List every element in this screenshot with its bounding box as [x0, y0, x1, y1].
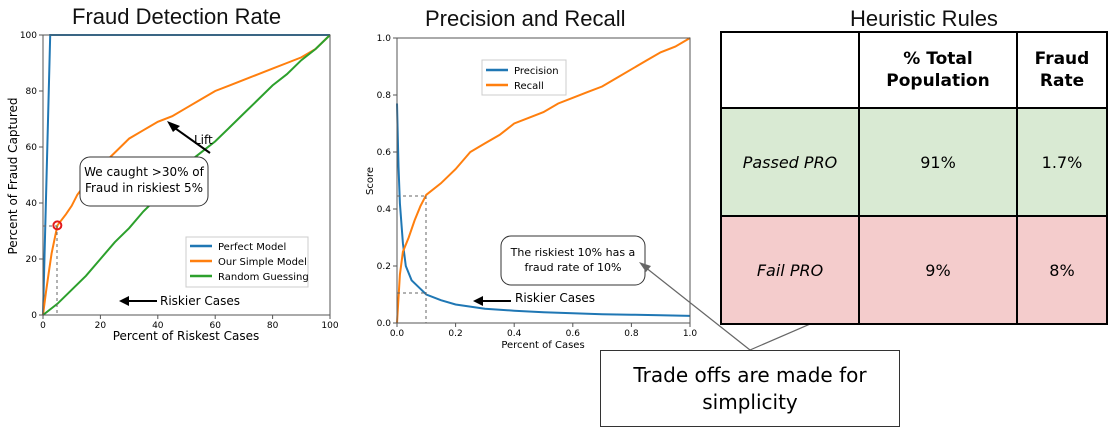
chart2-title: Precision and Recall — [425, 6, 626, 31]
lift-arrowhead — [167, 121, 180, 132]
y-tick-label: 1.0 — [377, 34, 392, 44]
chart2-annotation-line2: fraud rate of 10% — [525, 261, 622, 274]
chart1-marker — [52, 220, 63, 231]
heuristic-rules-table: % Total Population Fraud Rate Passed PRO… — [720, 31, 1108, 325]
table-header-fraud-rate-line2: Rate — [1039, 71, 1085, 91]
y-tick-label: 80 — [26, 87, 38, 97]
chart1-annotation-line2: Fraud in riskiest 5% — [85, 181, 203, 195]
x-tick-label: 80 — [267, 321, 279, 331]
y-tick-label: 0 — [31, 311, 37, 321]
chart1-legend: Perfect Model Our Simple Model Random Gues… — [185, 236, 309, 288]
x-tick-label: 100 — [321, 321, 338, 331]
fail-population: 9% — [858, 215, 1018, 325]
legend-label: Our Simple Model — [218, 257, 307, 268]
y-tick-label: 0.0 — [377, 319, 392, 329]
x-tick-label: 0.0 — [390, 329, 405, 339]
legend-label: Recall — [514, 81, 544, 92]
chart2-ylabel: Score — [365, 167, 376, 195]
chart2-riskier-arrowhead — [473, 296, 483, 306]
series-line-our-simple-model — [42, 34, 331, 316]
table-header-population: % Total Population — [858, 31, 1018, 109]
chart2-annotation-box — [500, 235, 646, 286]
chart1-riskier-label: Riskier Cases — [160, 294, 240, 308]
chart2-riskier-label: Riskier Cases — [515, 291, 595, 305]
y-tick-label: 20 — [26, 255, 38, 265]
y-tick-label: 0.4 — [377, 205, 392, 215]
chart2-annotation-line1: The riskiest 10% has a — [510, 246, 636, 259]
x-tick-label: 1.0 — [683, 329, 698, 339]
y-tick-label: 40 — [26, 199, 38, 209]
row-label-passed: Passed PRO — [720, 107, 860, 217]
legend-label: Precision — [514, 66, 559, 77]
table-title: Heuristic Rules — [850, 6, 998, 31]
y-tick-label: 0.2 — [377, 262, 391, 272]
legend-label: Perfect Model — [218, 242, 286, 253]
passed-population: 91% — [858, 107, 1018, 217]
x-tick-label: 60 — [209, 321, 221, 331]
table-header-fraud-rate-line1: Fraud — [1034, 49, 1090, 69]
series-line-recall — [396, 37, 691, 324]
chart1-annotation-line1: We caught >30% of — [84, 165, 205, 179]
x-tick-label: 20 — [95, 321, 107, 331]
chart2-xlabel: Percent of Cases — [501, 340, 584, 351]
lift-label: Lift — [194, 133, 213, 147]
callout-pointer-left-head — [639, 262, 651, 272]
x-tick-label: 0.8 — [624, 329, 639, 339]
x-tick-label: 0.2 — [448, 329, 462, 339]
chart1-xlabel: Percent of Riskest Cases — [113, 329, 260, 343]
lift-arrow — [171, 125, 211, 154]
passed-fraud-rate: 1.7% — [1016, 107, 1108, 217]
chart2-frame — [396, 37, 691, 324]
row-label-fail: Fail PRO — [720, 215, 860, 325]
table-header-row: % Total Population Fraud Rate — [720, 31, 1108, 109]
table-row: Passed PRO 91% 1.7% — [720, 107, 1108, 217]
table-header-fraud-rate: Fraud Rate — [1016, 31, 1108, 109]
y-tick-label: 100 — [20, 31, 37, 41]
chart1-annotation-box — [79, 156, 209, 207]
x-tick-label: 0.6 — [566, 329, 581, 339]
table-header-empty — [720, 31, 860, 109]
y-tick-label: 0.8 — [377, 91, 392, 101]
table-row: Fail PRO 9% 8% — [720, 215, 1108, 325]
table-header-population-line1: % Total — [903, 49, 973, 69]
legend-label: Random Guessing — [218, 272, 309, 283]
callout-pointer-left — [644, 266, 751, 351]
precision-recall-chart: 0.0 0.2 0.4 0.6 0.8 1.0 0.0 0.2 0.4 0.6 0.8 1.0 Pe… — [365, 34, 698, 351]
table-header-population-line2: Population — [886, 71, 990, 91]
chart1-frame — [42, 34, 331, 316]
x-tick-label: 40 — [152, 321, 164, 331]
chart1-ylabel: Percent of Fraud Captured — [6, 97, 20, 254]
x-tick-label: 0 — [40, 321, 46, 331]
fraud-detection-chart: 0 20 40 60 80 100 0 20 40 60 80 100 Percent of Ris… — [6, 31, 339, 343]
fail-fraud-rate: 8% — [1016, 215, 1108, 325]
tradeoff-callout: Trade offs are made for simplicity — [600, 350, 900, 427]
chart2-legend: Precision Recall — [481, 59, 567, 96]
x-tick-label: 0.4 — [507, 329, 522, 339]
tradeoff-callout-text: Trade offs are made for simplicity — [633, 362, 867, 414]
chart1-riskier-arrowhead — [119, 296, 129, 306]
chart1-title: Fraud Detection Rate — [72, 4, 282, 29]
series-line-precision — [396, 103, 691, 317]
y-tick-label: 60 — [26, 143, 38, 153]
y-tick-label: 0.6 — [377, 148, 392, 158]
